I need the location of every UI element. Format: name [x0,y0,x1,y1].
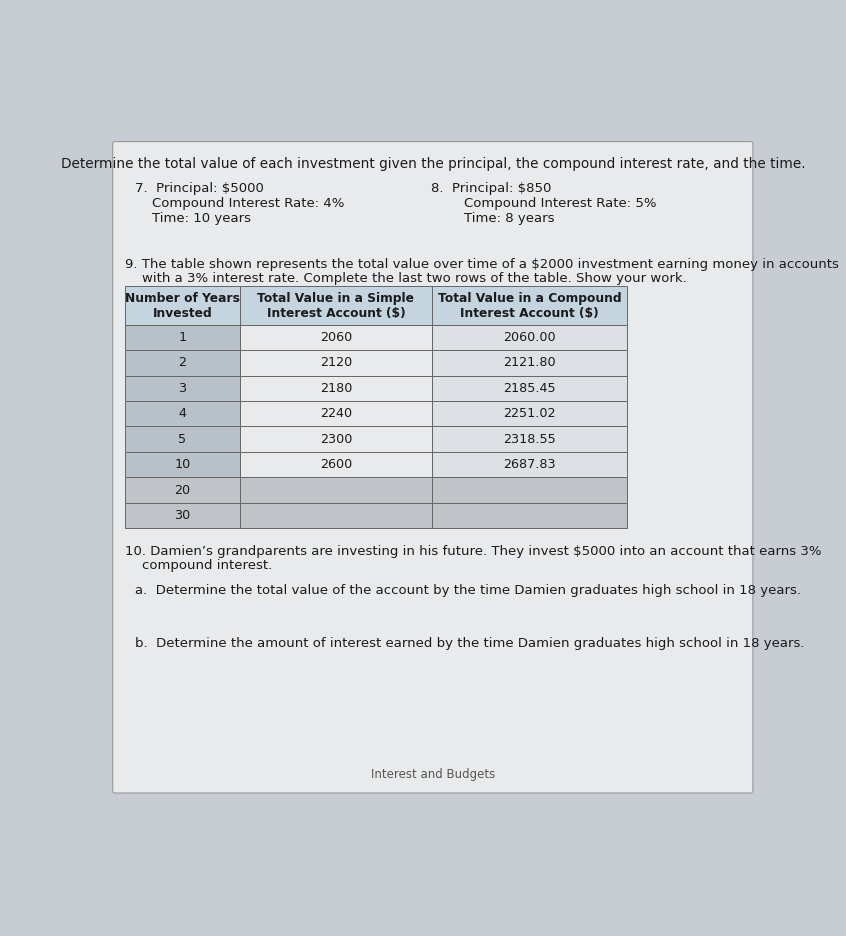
Bar [432,325,628,350]
Text: 10. Damien’s grandparents are investing in his future. They invest $5000 into an: 10. Damien’s grandparents are investing … [125,545,821,558]
Text: 1: 1 [179,331,186,344]
Text: 2060.00: 2060.00 [503,331,556,344]
Text: 10: 10 [174,458,190,471]
Bar [239,477,432,503]
Bar [432,477,628,503]
Text: with a 3% interest rate. Complete the last two rows of the table. Show your work: with a 3% interest rate. Complete the la… [125,271,687,285]
Text: Total Value in a Simple
Interest Account ($): Total Value in a Simple Interest Account… [257,292,415,319]
Text: Number of Years
Invested: Number of Years Invested [125,292,240,319]
Bar [432,286,628,325]
Bar [125,452,239,477]
Bar [432,452,628,477]
Bar [239,401,432,427]
Text: 3: 3 [179,382,186,395]
Text: Compound Interest Rate: 4%: Compound Interest Rate: 4% [135,197,344,210]
Text: compound interest.: compound interest. [125,559,272,572]
Text: 2120: 2120 [320,357,352,370]
Text: 2: 2 [179,357,186,370]
Bar [239,286,432,325]
Bar [239,503,432,528]
Text: Total Value in a Compound
Interest Account ($): Total Value in a Compound Interest Accou… [438,292,622,319]
Bar [125,401,239,427]
Text: 2318.55: 2318.55 [503,432,556,446]
Text: 2185.45: 2185.45 [503,382,556,395]
Bar [432,401,628,427]
Text: 4: 4 [179,407,186,420]
Bar [125,503,239,528]
Bar [125,325,239,350]
FancyBboxPatch shape [113,141,753,793]
Bar [125,375,239,401]
Text: Time: 8 years: Time: 8 years [447,212,554,225]
Bar [432,350,628,375]
Text: 5: 5 [179,432,186,446]
Text: 2687.83: 2687.83 [503,458,556,471]
Bar [125,427,239,452]
Text: Determine the total value of each investment given the principal, the compound i: Determine the total value of each invest… [61,157,806,171]
Bar [432,427,628,452]
Text: 2121.80: 2121.80 [503,357,556,370]
Text: 2180: 2180 [320,382,352,395]
Text: 9. The table shown represents the total value over time of a $2000 investment ea: 9. The table shown represents the total … [125,257,839,271]
Bar [432,375,628,401]
Bar [125,286,239,325]
Text: 2251.02: 2251.02 [503,407,556,420]
Bar [239,427,432,452]
Text: 2060: 2060 [320,331,352,344]
Bar [239,375,432,401]
Bar [239,325,432,350]
Text: 20: 20 [174,484,190,496]
Text: b.  Determine the amount of interest earned by the time Damien graduates high sc: b. Determine the amount of interest earn… [135,637,805,651]
Text: Interest and Budgets: Interest and Budgets [371,768,496,781]
Text: 2240: 2240 [320,407,352,420]
Text: 7.  Principal: $5000: 7. Principal: $5000 [135,183,264,196]
Text: Compound Interest Rate: 5%: Compound Interest Rate: 5% [447,197,656,210]
Bar [125,477,239,503]
Bar [239,452,432,477]
Text: 2600: 2600 [320,458,352,471]
Text: Time: 10 years: Time: 10 years [135,212,251,225]
Text: 30: 30 [174,509,190,522]
Bar [125,350,239,375]
Bar [432,503,628,528]
Text: a.  Determine the total value of the account by the time Damien graduates high s: a. Determine the total value of the acco… [135,583,801,596]
Text: 2300: 2300 [320,432,352,446]
Bar [239,350,432,375]
Text: 8.  Principal: $850: 8. Principal: $850 [431,183,552,196]
